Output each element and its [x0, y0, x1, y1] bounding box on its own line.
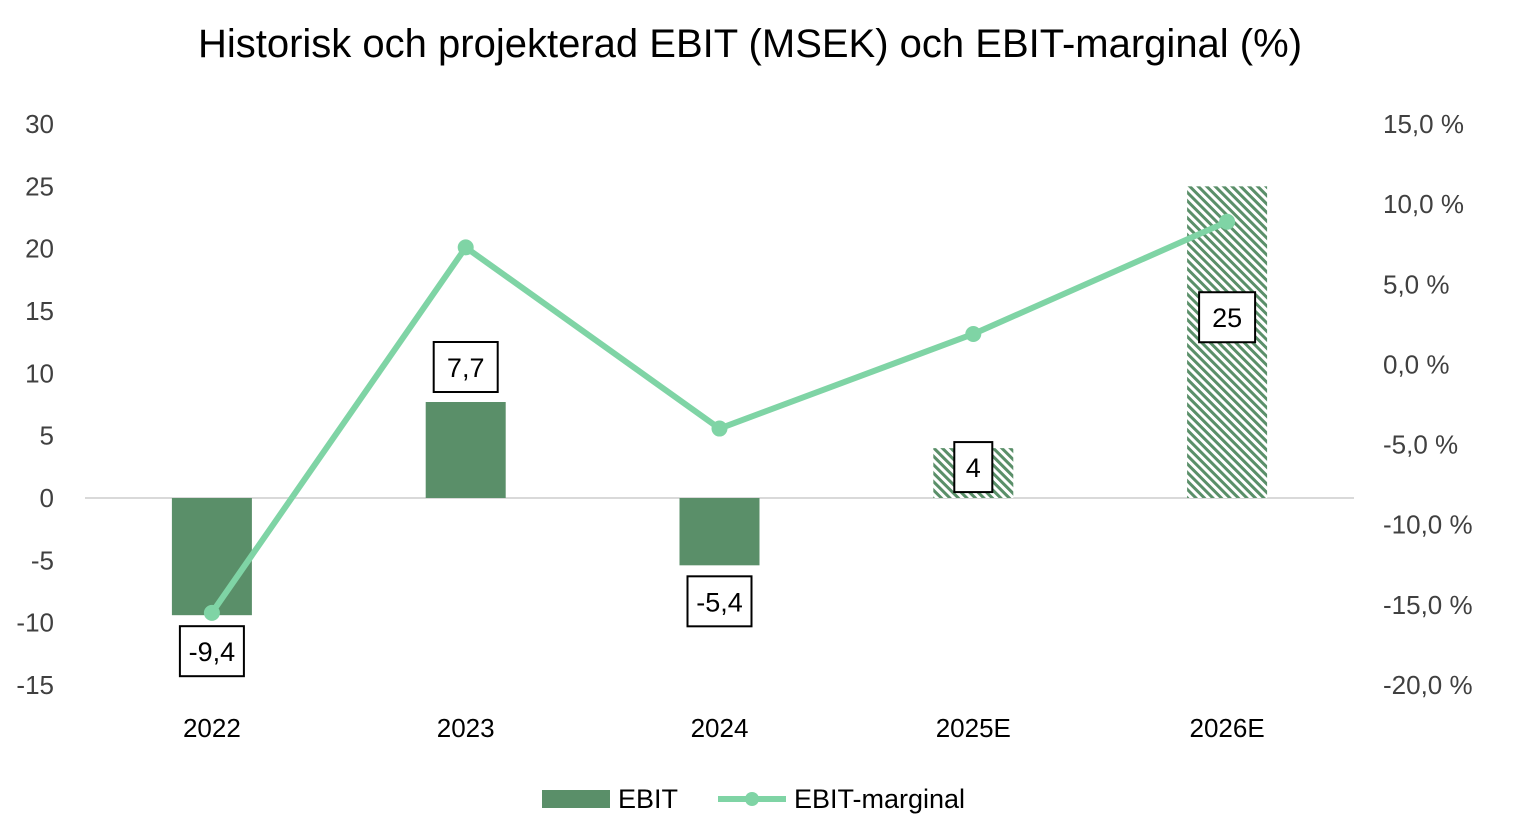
- ebit-data-label: 4: [953, 441, 994, 494]
- margin-point: [203, 604, 220, 621]
- right-tick-label: -20,0 %: [1383, 670, 1473, 700]
- left-axis: -15 -10 -5 0 5 10 15 20 25 30: [16, 109, 54, 700]
- left-tick-label: 20: [25, 234, 54, 264]
- left-tick-label: 30: [25, 109, 54, 139]
- ebit-bars: [171, 186, 1268, 616]
- ebit-data-label: -9,4: [178, 625, 245, 678]
- bar-data-labels: -9,4 7,7 -5,4 4 25: [178, 291, 1257, 678]
- right-tick-label: -10,0 %: [1383, 510, 1473, 540]
- left-tick-label: -10: [16, 608, 54, 638]
- legend-ebit-swatch: [542, 790, 610, 808]
- ebit-data-label: -5,4: [686, 575, 753, 628]
- legend: EBIT EBIT-marginal: [542, 784, 965, 814]
- ebit-bar: [425, 402, 506, 498]
- ebit-data-label: 25: [1198, 291, 1257, 344]
- data-label-text: -9,4: [189, 637, 236, 667]
- ebit-bar: [171, 498, 252, 616]
- x-tick-label: 2026E: [1190, 713, 1265, 743]
- right-tick-label: -5,0 %: [1383, 430, 1458, 460]
- data-label-text: 25: [1212, 303, 1242, 333]
- margin-point: [711, 420, 728, 437]
- margin-point: [457, 239, 474, 256]
- right-tick-label: 5,0 %: [1383, 269, 1450, 299]
- x-tick-label: 2022: [183, 713, 241, 743]
- x-tick-label: 2025E: [936, 713, 1011, 743]
- data-label-box: [1198, 291, 1257, 344]
- left-tick-label: 5: [40, 421, 54, 451]
- left-tick-label: -15: [16, 670, 54, 700]
- left-tick-label: 25: [25, 171, 54, 201]
- left-tick-label: 0: [40, 483, 54, 513]
- data-label-box: [432, 341, 499, 394]
- data-label-box: [178, 625, 245, 678]
- x-tick-label: 2023: [437, 713, 495, 743]
- right-tick-label: 0,0 %: [1383, 349, 1450, 379]
- ebit-margin-line: [203, 213, 1236, 621]
- right-tick-label: -15,0 %: [1383, 590, 1473, 620]
- data-label-text: 4: [966, 453, 981, 483]
- data-label-box: [953, 441, 994, 494]
- left-tick-label: 10: [25, 358, 54, 388]
- legend-ebit-label: EBIT: [618, 784, 678, 814]
- left-tick-label: 15: [25, 296, 54, 326]
- legend-margin-label: EBIT-marginal: [794, 784, 965, 814]
- right-tick-label: 10,0 %: [1383, 189, 1464, 219]
- right-axis: -20,0 % -15,0 % -10,0 % -5,0 % 0,0 % 5,0 % 10,…: [1383, 109, 1473, 700]
- data-label-box: [686, 575, 753, 628]
- legend-margin-marker: [745, 792, 759, 806]
- data-label-text: 7,7: [447, 353, 485, 383]
- ebit-bar: [679, 498, 760, 566]
- chart-title: Historisk och projekterad EBIT (MSEK) oc…: [197, 22, 1303, 66]
- x-tick-label: 2024: [691, 713, 749, 743]
- x-axis: 2022 2023 2024 2025E 2026E: [183, 713, 1265, 743]
- data-label-text: -5,4: [696, 587, 743, 617]
- left-tick-label: -5: [31, 545, 54, 575]
- right-tick-label: 15,0 %: [1383, 109, 1464, 139]
- margin-point: [965, 325, 982, 342]
- margin-point: [1219, 213, 1236, 230]
- ebit-data-label: 7,7: [432, 341, 499, 394]
